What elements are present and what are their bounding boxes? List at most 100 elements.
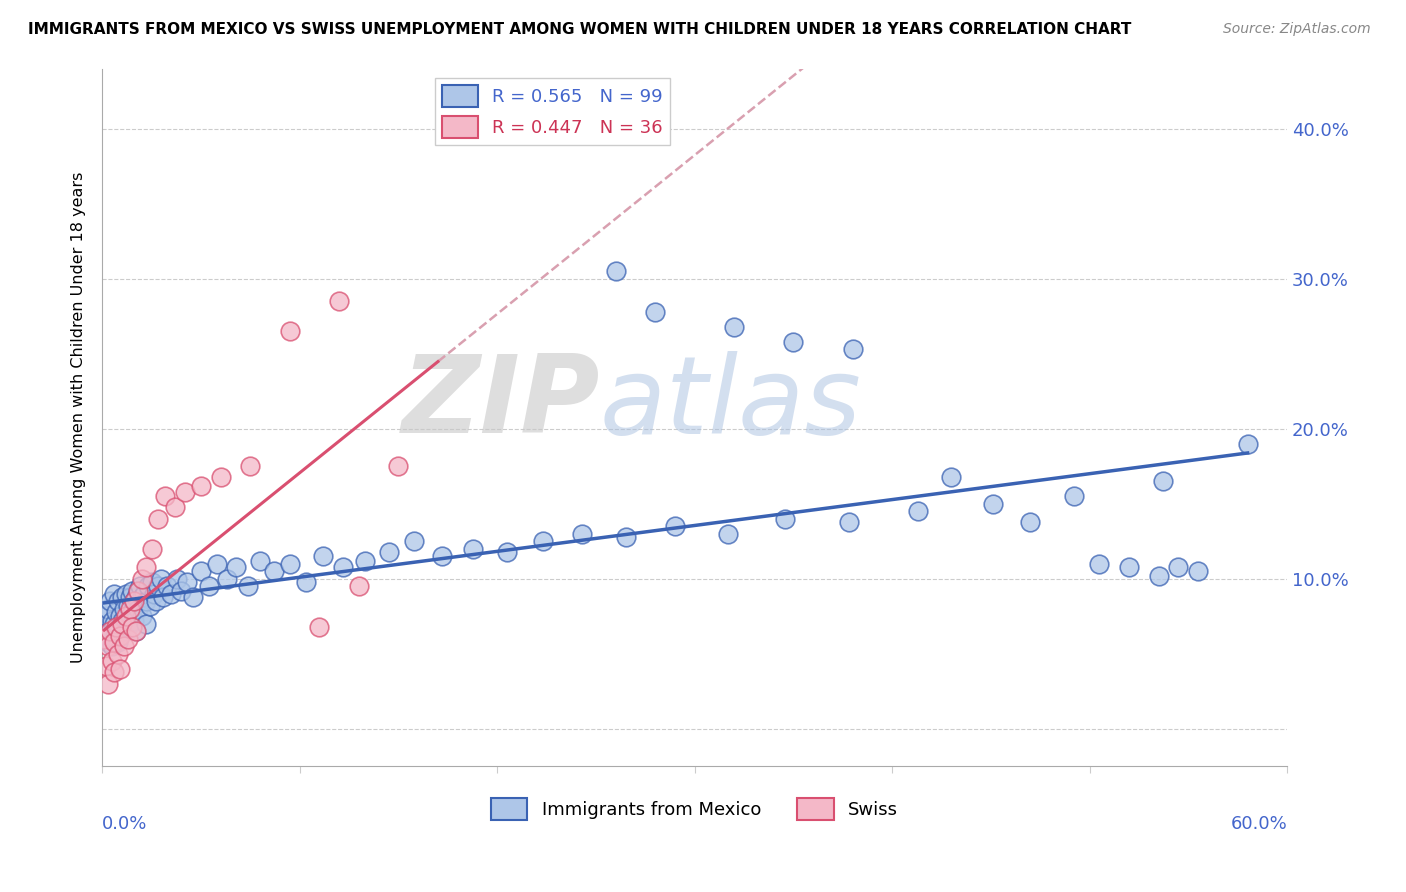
- Point: [354, 554, 377, 568]
- Point: [127, 583, 149, 598]
- Point: [132, 587, 155, 601]
- Point: [107, 620, 129, 634]
- Point: [145, 594, 167, 608]
- Point: [215, 572, 238, 586]
- Point: [605, 264, 627, 278]
- Point: [249, 554, 271, 568]
- Point: [108, 629, 131, 643]
- Point: [278, 557, 301, 571]
- Point: [141, 574, 163, 589]
- Point: [121, 605, 143, 619]
- Point: [96, 629, 118, 643]
- Text: atlas: atlas: [600, 351, 862, 456]
- Point: [328, 294, 350, 309]
- Point: [723, 319, 745, 334]
- Point: [170, 583, 193, 598]
- Point: [571, 526, 593, 541]
- Point: [115, 587, 138, 601]
- Point: [111, 614, 134, 628]
- Point: [108, 662, 131, 676]
- Point: [225, 559, 247, 574]
- Point: [717, 526, 740, 541]
- Point: [101, 654, 124, 668]
- Point: [332, 559, 354, 574]
- Point: [107, 647, 129, 661]
- Point: [136, 579, 159, 593]
- Point: [190, 564, 212, 578]
- Point: [98, 624, 121, 639]
- Point: [190, 479, 212, 493]
- Point: [107, 594, 129, 608]
- Point: [118, 609, 141, 624]
- Point: [644, 304, 666, 318]
- Point: [115, 609, 138, 624]
- Point: [98, 624, 121, 639]
- Point: [1088, 557, 1111, 571]
- Point: [775, 512, 797, 526]
- Point: [105, 605, 128, 619]
- Point: [111, 616, 134, 631]
- Point: [125, 624, 148, 639]
- Point: [97, 601, 120, 615]
- Point: [103, 634, 125, 648]
- Point: [125, 590, 148, 604]
- Point: [121, 620, 143, 634]
- Point: [1118, 559, 1140, 574]
- Point: [614, 530, 637, 544]
- Point: [263, 564, 285, 578]
- Point: [105, 624, 128, 639]
- Point: [377, 545, 399, 559]
- Point: [160, 587, 183, 601]
- Point: [166, 572, 188, 586]
- Point: [96, 658, 118, 673]
- Point: [108, 609, 131, 624]
- Point: [238, 579, 260, 593]
- Point: [111, 590, 134, 604]
- Point: [122, 614, 145, 628]
- Point: [1152, 474, 1174, 488]
- Point: [135, 559, 157, 574]
- Point: [1019, 515, 1042, 529]
- Point: [1147, 568, 1170, 582]
- Text: 0.0%: 0.0%: [103, 815, 148, 833]
- Point: [96, 609, 118, 624]
- Point: [907, 504, 929, 518]
- Point: [155, 489, 177, 503]
- Point: [387, 459, 409, 474]
- Point: [347, 579, 370, 593]
- Point: [430, 549, 453, 564]
- Point: [146, 512, 169, 526]
- Point: [1187, 564, 1209, 578]
- Point: [101, 640, 124, 654]
- Point: [138, 599, 160, 613]
- Point: [131, 572, 153, 586]
- Point: [278, 324, 301, 338]
- Point: [142, 587, 165, 601]
- Point: [122, 594, 145, 608]
- Point: [782, 334, 804, 349]
- Point: [1236, 436, 1258, 450]
- Point: [118, 601, 141, 615]
- Point: [105, 620, 128, 634]
- Point: [841, 342, 863, 356]
- Point: [97, 640, 120, 654]
- Point: [107, 634, 129, 648]
- Point: [117, 632, 139, 646]
- Point: [209, 469, 232, 483]
- Point: [141, 541, 163, 556]
- Text: IMMIGRANTS FROM MEXICO VS SWISS UNEMPLOYMENT AMONG WOMEN WITH CHILDREN UNDER 18 : IMMIGRANTS FROM MEXICO VS SWISS UNEMPLOY…: [28, 22, 1132, 37]
- Point: [135, 594, 157, 608]
- Point: [156, 579, 179, 593]
- Point: [101, 614, 124, 628]
- Point: [117, 599, 139, 613]
- Point: [312, 549, 335, 564]
- Point: [838, 515, 860, 529]
- Point: [294, 574, 316, 589]
- Point: [97, 677, 120, 691]
- Point: [496, 545, 519, 559]
- Point: [103, 632, 125, 646]
- Text: 60.0%: 60.0%: [1230, 815, 1286, 833]
- Point: [165, 500, 187, 514]
- Point: [121, 583, 143, 598]
- Point: [131, 609, 153, 624]
